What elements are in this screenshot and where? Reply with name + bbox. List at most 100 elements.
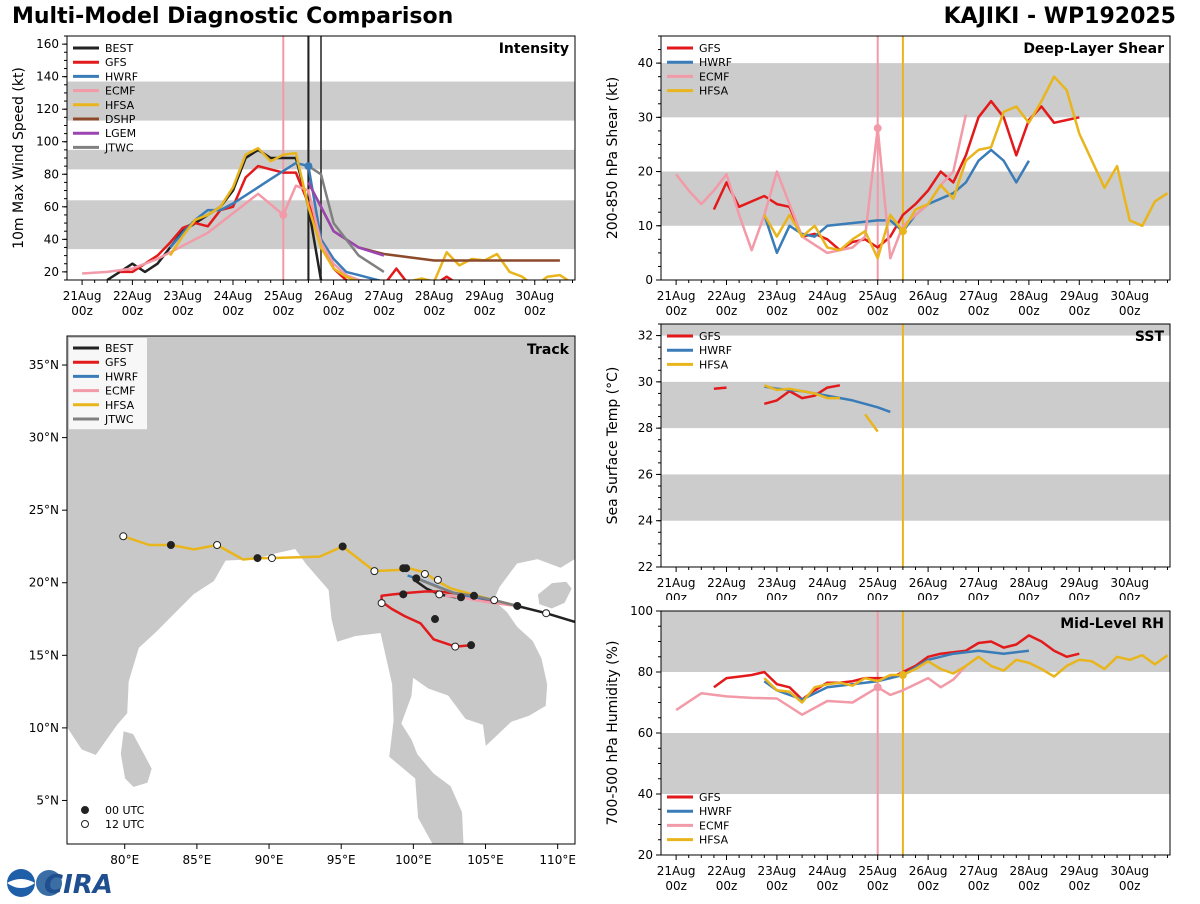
track-point-12utc	[490, 596, 499, 605]
rh-xtick-hour: 00z	[665, 879, 687, 893]
track-point-00utc	[456, 593, 465, 602]
sst-xtick-day: 23Aug	[758, 576, 797, 590]
sst-title: SST	[1135, 329, 1165, 345]
track-point-00utc	[431, 615, 440, 624]
shear-ytick-label: 10	[638, 219, 653, 233]
rh-band	[661, 611, 1170, 672]
intensity-ytick-label: 160	[36, 37, 59, 51]
shear-plot-area	[661, 36, 1170, 280]
shear-xtick-hour: 00z	[968, 304, 990, 318]
track-point-00utc	[166, 541, 175, 550]
track-ytick-label: 5°N	[36, 793, 59, 807]
sst-series-hfsa	[763, 384, 840, 400]
intensity-marker-hwrf	[304, 162, 313, 171]
intensity-ytick-label: 80	[44, 167, 59, 181]
track-xtick-label: 95°E	[327, 853, 356, 866]
shear-ytick-label: 20	[638, 165, 653, 179]
track-point-12utc	[420, 570, 429, 579]
sst-ytick-label: 30	[638, 375, 653, 389]
rh-xtick-day: 28Aug	[1010, 864, 1049, 878]
rh-xtick-day: 29Aug	[1060, 864, 1099, 878]
intensity-xtick-hour: 00z	[172, 304, 194, 318]
track-point-12utc	[542, 609, 551, 618]
intensity-legend-label-ecmf: ECMF	[105, 85, 135, 98]
rh-xtick-day: 27Aug	[959, 864, 998, 878]
intensity-xtick-hour: 00z	[222, 304, 244, 318]
intensity-ytick-label: 120	[36, 102, 59, 116]
sst-frame	[660, 323, 1171, 568]
track-ytick-label: 25°N	[29, 503, 59, 517]
shear-series-ecmf	[675, 114, 968, 260]
track-point-12utc	[435, 590, 444, 599]
shear-ytick-label: 30	[638, 110, 653, 124]
sst-xtick-day: 28Aug	[1010, 576, 1049, 590]
shear-legend-label-gfs: GFS	[699, 42, 721, 55]
track-point-12utc	[267, 554, 276, 563]
shear-xtick-day: 26Aug	[909, 289, 948, 303]
track-point-12utc	[119, 532, 128, 541]
track-point-00utc	[253, 554, 262, 563]
shear-xtick-day: 22Aug	[707, 289, 746, 303]
sst-xtick-hour: 00z	[1119, 591, 1141, 600]
track-xtick-label: 85°E	[182, 853, 211, 866]
sst-series-hfsa	[864, 413, 879, 433]
sst-legend-label-hwrf: HWRF	[699, 344, 732, 357]
sst-band	[661, 474, 1170, 521]
sst-xtick-day: 27Aug	[959, 576, 998, 590]
sst-xtick-day: 26Aug	[909, 576, 948, 590]
sst-legend-label-hfsa: HFSA	[699, 358, 729, 371]
intensity-marker-ecmf	[279, 210, 288, 219]
rh-xtick-hour: 00z	[1119, 879, 1141, 893]
rh-xtick-day: 25Aug	[858, 864, 897, 878]
track-xtick-label: 80°E	[110, 853, 139, 866]
intensity-xtick-hour: 00z	[474, 304, 496, 318]
intensity-xtick-day: 28Aug	[415, 289, 454, 303]
legend-00utc-marker	[81, 806, 89, 814]
track-point-00utc	[469, 591, 478, 600]
shear-band	[661, 63, 1170, 118]
track-point-12utc	[213, 541, 222, 550]
rh-xtick-day: 22Aug	[707, 864, 746, 878]
shear-xtick-day: 27Aug	[959, 289, 998, 303]
intensity-series-hfsa	[169, 146, 570, 280]
rh-xtick-hour: 00z	[766, 879, 788, 893]
shear-ytick-label: 0	[645, 273, 653, 287]
intensity-xtick-hour: 00z	[122, 304, 144, 318]
rh-xtick-hour: 00z	[716, 879, 738, 893]
rh-xtick-day: 30Aug	[1110, 864, 1149, 878]
track-point-00utc	[399, 590, 408, 599]
intensity-xtick-day: 27Aug	[365, 289, 404, 303]
cira-logo: CIRA	[4, 866, 114, 900]
sst-band	[661, 324, 1170, 336]
sst-xtick-day: 21Aug	[657, 576, 696, 590]
legend-00utc-label: 00 UTC	[105, 804, 145, 817]
sst-xtick-hour: 00z	[716, 591, 738, 600]
track-frame	[66, 335, 576, 845]
sst-xtick-hour: 00z	[1068, 591, 1090, 600]
intensity-xtick-day: 24Aug	[214, 289, 253, 303]
intensity-xtick-hour: 00z	[71, 304, 93, 318]
shear-xtick-hour: 00z	[766, 304, 788, 318]
rh-xtick-day: 26Aug	[909, 864, 948, 878]
shear-xtick-hour: 00z	[1119, 304, 1141, 318]
track-plot-area	[67, 336, 575, 844]
shear-marker-hfsa	[898, 227, 907, 236]
track-point-00utc	[467, 641, 476, 650]
shear-xtick-hour: 00z	[817, 304, 839, 318]
rh-xtick-hour: 00z	[968, 879, 990, 893]
track-point-00utc	[399, 564, 408, 573]
intensity-legend-label-gfs: GFS	[105, 56, 127, 69]
sst-xtick-day: 24Aug	[808, 576, 847, 590]
rh-xtick-hour: 00z	[917, 879, 939, 893]
sst-band	[661, 381, 1170, 429]
sst-xtick-hour: 00z	[665, 591, 687, 600]
rh-series-ecmf	[675, 665, 967, 716]
track-title: Track	[527, 342, 570, 358]
shear-xtick-hour: 00z	[1068, 304, 1090, 318]
rh-legend-label-gfs: GFS	[699, 791, 721, 804]
track-point-00utc	[412, 574, 421, 583]
sst-legend-label-gfs: GFS	[699, 330, 721, 343]
shear-xtick-day: 28Aug	[1010, 289, 1049, 303]
rh-series-hfsa	[763, 653, 1169, 704]
shear-legend-label-hwrf: HWRF	[699, 56, 732, 69]
